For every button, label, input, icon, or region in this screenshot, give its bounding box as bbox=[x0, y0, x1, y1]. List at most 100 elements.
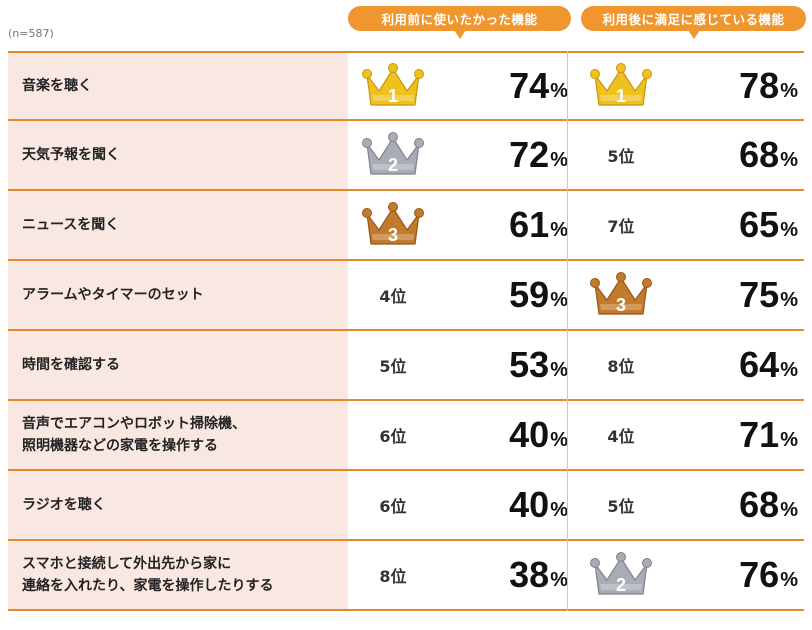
percent-after: 64% bbox=[668, 331, 798, 399]
crown-rank-label: 2 bbox=[616, 575, 626, 595]
table-row: 時間を確認する 5位 53% 8位 64% bbox=[8, 331, 804, 401]
percent-after: 68% bbox=[668, 471, 798, 539]
column-divider bbox=[567, 51, 568, 611]
feature-label: 時間を確認する bbox=[8, 331, 348, 399]
rank-label: 6位 bbox=[379, 497, 407, 516]
rank-label: 6位 bbox=[379, 427, 407, 446]
table-row: 天気予報を聞く 2 72% 5位 68% bbox=[8, 121, 804, 191]
rank-before: 1 bbox=[358, 53, 428, 119]
rank-label: 8位 bbox=[379, 567, 407, 586]
percent-before: 40% bbox=[438, 401, 568, 469]
rank-label: 5位 bbox=[607, 497, 635, 516]
table-row: ラジオを聴く 6位 40% 5位 68% bbox=[8, 471, 804, 541]
percent-value: 64 bbox=[739, 344, 780, 385]
percent-value: 40 bbox=[509, 484, 550, 525]
percent-value: 61 bbox=[509, 204, 550, 245]
rank-before: 5位 bbox=[358, 331, 428, 399]
silver-crown-icon: 2 bbox=[362, 132, 424, 175]
bronze-crown-icon: 3 bbox=[590, 272, 652, 315]
percent-before: 53% bbox=[438, 331, 568, 399]
percent-unit: % bbox=[550, 218, 568, 241]
percent-value: 72 bbox=[509, 134, 550, 175]
crown-rank-label: 2 bbox=[388, 155, 398, 175]
silver-crown-icon: 2 bbox=[590, 552, 652, 595]
crown-rank-label: 3 bbox=[388, 225, 398, 245]
rank-after: 2 bbox=[586, 541, 656, 609]
feature-label: 天気予報を聞く bbox=[8, 121, 348, 189]
percent-before: 38% bbox=[438, 541, 568, 609]
rank-before: 4位 bbox=[358, 261, 428, 329]
rank-label: 7位 bbox=[607, 217, 635, 236]
header-after-use: 利用後に満足に感じている機能 bbox=[581, 6, 806, 39]
percent-unit: % bbox=[550, 428, 568, 451]
percent-unit: % bbox=[780, 498, 798, 521]
table-row: 音声でエアコンやロボット掃除機、 照明機器などの家電を操作する 6位 40% 4位 71… bbox=[8, 401, 804, 471]
percent-value: 40 bbox=[509, 414, 550, 455]
percent-unit: % bbox=[780, 358, 798, 381]
percent-unit: % bbox=[780, 218, 798, 241]
percent-value: 59 bbox=[509, 274, 550, 315]
rank-label: 4位 bbox=[379, 287, 407, 306]
rank-after: 5位 bbox=[586, 471, 656, 539]
gold-crown-icon: 1 bbox=[362, 63, 424, 106]
percent-value: 74 bbox=[509, 65, 550, 106]
percent-after: 78% bbox=[668, 53, 798, 119]
percent-unit: % bbox=[780, 288, 798, 311]
percent-before: 40% bbox=[438, 471, 568, 539]
percent-unit: % bbox=[780, 428, 798, 451]
feature-label: 音声でエアコンやロボット掃除機、 照明機器などの家電を操作する bbox=[8, 401, 348, 469]
rank-before: 6位 bbox=[358, 401, 428, 469]
percent-after: 76% bbox=[668, 541, 798, 609]
percent-value: 76 bbox=[739, 554, 780, 595]
table-row: スマホと接続して外出先から家に 連絡を入れたり、家電を操作したりする 8位 38% 2… bbox=[8, 541, 804, 611]
percent-unit: % bbox=[780, 568, 798, 591]
table-row: アラームやタイマーのセット 4位 59% 3 75% bbox=[8, 261, 804, 331]
percent-unit: % bbox=[780, 148, 798, 171]
rank-before: 2 bbox=[358, 121, 428, 189]
table-row: 音楽を聴く 1 74% 1 78% bbox=[8, 51, 804, 121]
feature-label: アラームやタイマーのセット bbox=[8, 261, 348, 329]
feature-label: 音楽を聴く bbox=[8, 53, 348, 119]
percent-after: 75% bbox=[668, 261, 798, 329]
percent-value: 65 bbox=[739, 204, 780, 245]
feature-label: ラジオを聴く bbox=[8, 471, 348, 539]
gold-crown-icon: 1 bbox=[590, 63, 652, 106]
rank-after: 1 bbox=[586, 53, 656, 119]
percent-unit: % bbox=[780, 79, 798, 102]
crown-rank-label: 3 bbox=[616, 295, 626, 315]
rank-label: 4位 bbox=[607, 427, 635, 446]
sample-size-note: (n=587) bbox=[8, 27, 54, 40]
rank-after: 4位 bbox=[586, 401, 656, 469]
rank-before: 6位 bbox=[358, 471, 428, 539]
feature-label: スマホと接続して外出先から家に 連絡を入れたり、家電を操作したりする bbox=[8, 541, 348, 609]
table-row: ニュースを聞く 3 61% 7位 65% bbox=[8, 191, 804, 261]
percent-after: 71% bbox=[668, 401, 798, 469]
percent-value: 71 bbox=[739, 414, 780, 455]
crown-rank-label: 1 bbox=[388, 86, 398, 106]
rank-after: 7位 bbox=[586, 191, 656, 259]
crown-rank-label: 1 bbox=[616, 86, 626, 106]
feature-label: ニュースを聞く bbox=[8, 191, 348, 259]
rank-label: 8位 bbox=[607, 357, 635, 376]
rank-after: 3 bbox=[586, 261, 656, 329]
percent-value: 75 bbox=[739, 274, 780, 315]
percent-after: 65% bbox=[668, 191, 798, 259]
percent-before: 74% bbox=[438, 53, 568, 119]
percent-unit: % bbox=[550, 568, 568, 591]
percent-value: 78 bbox=[739, 65, 780, 106]
percent-unit: % bbox=[550, 498, 568, 521]
percent-value: 53 bbox=[509, 344, 550, 385]
rank-after: 8位 bbox=[586, 331, 656, 399]
percent-unit: % bbox=[550, 79, 568, 102]
feature-ranking-table: 音楽を聴く 1 74% 1 78% 天気予報を聞く 2 72% 5位 68% ニュースを聞く 3 61%… bbox=[8, 51, 804, 611]
percent-value: 38 bbox=[509, 554, 550, 595]
rank-after: 5位 bbox=[586, 121, 656, 189]
header-before-use: 利用前に使いたかった機能 bbox=[348, 6, 571, 39]
percent-before: 59% bbox=[438, 261, 568, 329]
rank-before: 8位 bbox=[358, 541, 428, 609]
percent-unit: % bbox=[550, 148, 568, 171]
bronze-crown-icon: 3 bbox=[362, 202, 424, 245]
rank-label: 5位 bbox=[607, 147, 635, 166]
rank-label: 5位 bbox=[379, 357, 407, 376]
rank-before: 3 bbox=[358, 191, 428, 259]
